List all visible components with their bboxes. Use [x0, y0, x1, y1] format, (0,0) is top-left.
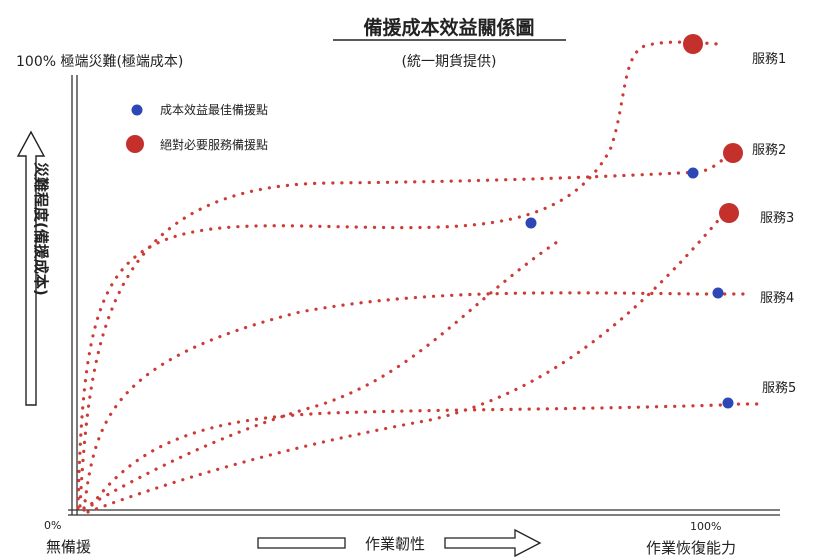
service-2-label: 服務2 [752, 143, 786, 158]
legend-optimal-label: 成本效益最佳備援點 [160, 102, 268, 117]
y-axis-label: 災難程度(備援成本) [32, 162, 50, 296]
legend-essential-marker [126, 135, 144, 153]
axes [68, 75, 780, 516]
y-axis-arrow [16, 130, 46, 406]
diagram-title: 備援成本效益關係圖 [363, 16, 534, 39]
y-axis-top-label: 100% 極端災難(極端成本) [16, 54, 183, 70]
service-5-curve [90, 402, 760, 507]
service-1-optimal-point [525, 217, 537, 229]
service-3-essential-point [719, 203, 739, 223]
legend-optimal-marker [131, 104, 143, 116]
service-4-optimal-point [712, 287, 724, 299]
service-3-curve [86, 214, 724, 514]
legend: 成本效益最佳備援點 絕對必要服務備援點 [126, 102, 268, 153]
service-labels: 服務1 服務2 服務3 服務4 服務5 [752, 52, 796, 396]
lower-diagonal-curve [82, 238, 562, 510]
service-4-curve [82, 291, 747, 512]
service-1-label: 服務1 [752, 52, 786, 67]
diagram-subtitle: (統一期貨提供) [402, 53, 497, 70]
legend-essential-label: 絕對必要服務備援點 [160, 137, 268, 152]
x-axis-left-tick: 0% [44, 519, 61, 532]
service-2-curve [78, 153, 730, 508]
markers [525, 34, 743, 409]
service-5-label: 服務5 [762, 381, 796, 396]
service-1-essential-point [683, 34, 703, 54]
service-3-label: 服務3 [760, 211, 794, 226]
x-axis-arrow [257, 528, 542, 558]
service-2-essential-point [723, 143, 743, 163]
curves [76, 40, 760, 514]
x-axis-label: 作業韌性 [365, 535, 425, 553]
x-axis-right-label: 作業恢復能力 [646, 539, 736, 557]
service-1-curve [76, 40, 720, 510]
x-axis-left-label: 無備援 [46, 538, 91, 556]
service-5-optimal-point [722, 397, 734, 409]
service-4-label: 服務4 [760, 291, 794, 306]
x-axis-right-tick: 100% [690, 520, 721, 533]
service-2-optimal-point [687, 167, 699, 179]
